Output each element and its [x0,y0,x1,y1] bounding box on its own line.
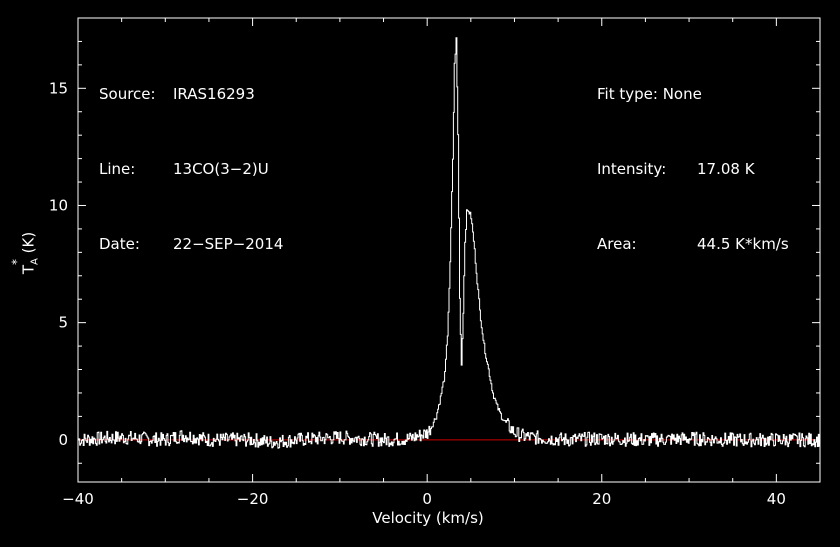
fit-value: None [662,85,702,103]
x-tick-label: 40 [767,490,786,508]
plot-frame [77,17,821,483]
axis-tick-labels: −40 −20 0 20 40 0 5 10 15 [49,79,786,508]
intensity-key: Intensity: [597,160,667,178]
line-key: Line: [99,160,136,178]
observation-info: Source: IRAS16293 Line: 13CO(3−2)U Date: 22… [99,32,283,282]
area-value: 44.5 K*km/s [697,235,789,253]
x-tick-label: 20 [592,490,611,508]
intensity-value: 17.08 K [697,160,755,178]
x-tick-label: 0 [422,490,432,508]
y-axis-title: TA * (K) [10,231,41,275]
area-row: Area: 44.5 K*km/s [597,232,789,257]
y-tick-label: 0 [58,431,68,449]
area-key: Area: [597,235,637,253]
date-key: Date: [99,235,140,253]
y-axis-unit: (K) [19,231,38,254]
y-axis-superscript: * [9,259,24,265]
intensity-row: Intensity: 17.08 K [597,157,789,182]
y-tick-label: 10 [49,196,68,214]
line-value: 13CO(3−2)U [173,160,269,178]
source-key: Source: [99,85,156,103]
y-tick-label: 15 [49,79,68,97]
x-axis-label: Velocity (km/s) [372,509,484,527]
x-tick-label: −20 [237,490,269,508]
spectrum-line [78,37,821,449]
fit-key: Fit type: [597,85,658,103]
line-row: Line: 13CO(3−2)U [99,157,283,182]
y-tick-label: 5 [58,314,68,332]
axis-ticks [77,18,821,482]
fit-info: Fit type: None Intensity: 17.08 K Area: 44… [597,32,789,282]
x-tick-label: −40 [62,490,94,508]
y-axis-main: T [19,265,38,275]
date-value: 22−SEP−2014 [173,235,284,253]
y-axis-subscript: A [29,258,41,265]
source-row: Source: IRAS16293 [99,82,283,107]
source-value: IRAS16293 [173,85,255,103]
fit-row: Fit type: None [597,82,789,107]
x-axis-title: Velocity (km/s) [0,509,840,527]
date-row: Date: 22−SEP−2014 [99,232,283,257]
